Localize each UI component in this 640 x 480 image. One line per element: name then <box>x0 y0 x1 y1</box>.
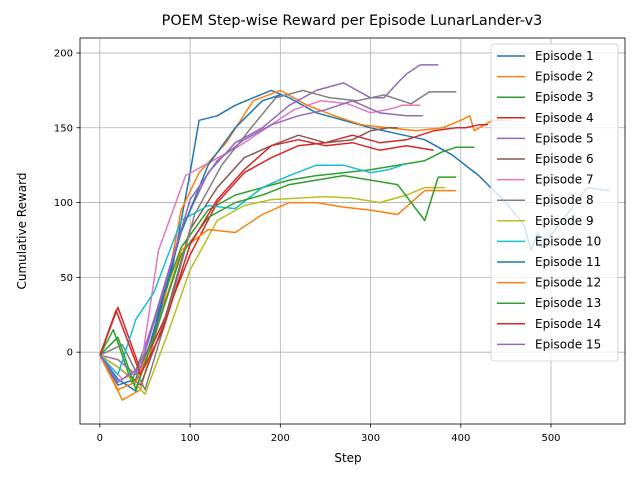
ticks: 0 100 200 300 400 500 0 50 100 150 200 <box>54 48 561 444</box>
series-line-episode-14 <box>99 138 434 376</box>
legend-label: Episode 11 <box>535 255 601 269</box>
series-line-episode-8 <box>99 89 457 391</box>
x-tick-label: 400 <box>451 433 470 444</box>
x-tick-label: 200 <box>271 433 290 444</box>
y-axis-label: Cumulative Reward <box>15 173 29 290</box>
y-tick-label: 0 <box>67 348 73 359</box>
legend-label: Episode 9 <box>535 214 594 228</box>
plot-frame <box>79 37 626 425</box>
series-line-episode-13 <box>99 174 457 391</box>
series-line-episode-6 <box>99 127 398 386</box>
series-line-episode-5 <box>99 64 439 376</box>
x-tick-label: 500 <box>541 433 560 444</box>
series-line-episode-9 <box>99 186 446 395</box>
legend-label: Episode 6 <box>535 152 594 166</box>
series-line-episode-4 <box>99 124 488 371</box>
legend-label: Episode 3 <box>535 90 594 104</box>
legend-label: Episode 7 <box>535 173 594 187</box>
x-axis-label: Step <box>334 451 361 465</box>
series-line-episode-15 <box>99 100 423 383</box>
legend-label: Episode 1 <box>535 49 594 63</box>
y-tick-label: 50 <box>60 273 73 284</box>
chart-title: POEM Step-wise Reward per Episode LunarL… <box>162 13 543 29</box>
legend-box <box>490 43 619 362</box>
x-tick-label: 300 <box>361 433 380 444</box>
legend-label: Episode 12 <box>535 276 601 290</box>
legend-label: Episode 4 <box>535 111 594 125</box>
x-tick-label: 100 <box>181 433 200 444</box>
x-tick-label: 0 <box>97 433 103 444</box>
legend-label: Episode 10 <box>535 234 601 248</box>
y-tick-label: 200 <box>54 48 73 59</box>
legend: Episode 1 Episode 2 Episode 3 Episode 4 Epis… <box>490 43 619 362</box>
legend-label: Episode 15 <box>535 337 601 351</box>
legend-label: Episode 2 <box>535 70 594 84</box>
legend-label: Episode 8 <box>535 193 594 207</box>
y-tick-label: 100 <box>54 198 73 209</box>
legend-label: Episode 5 <box>535 131 594 145</box>
legend-label: Episode 14 <box>535 317 601 331</box>
legend-label: Episode 13 <box>535 296 601 310</box>
series-layer <box>99 64 610 401</box>
y-tick-label: 150 <box>54 123 73 134</box>
